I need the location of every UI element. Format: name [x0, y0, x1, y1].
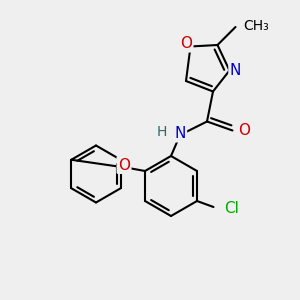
- Text: N: N: [174, 126, 186, 141]
- Text: H: H: [156, 125, 166, 139]
- Text: O: O: [180, 36, 192, 51]
- Text: N: N: [230, 63, 241, 78]
- Text: O: O: [118, 158, 130, 172]
- Text: CH₃: CH₃: [243, 19, 269, 32]
- Text: Cl: Cl: [224, 201, 239, 216]
- Text: O: O: [238, 123, 250, 138]
